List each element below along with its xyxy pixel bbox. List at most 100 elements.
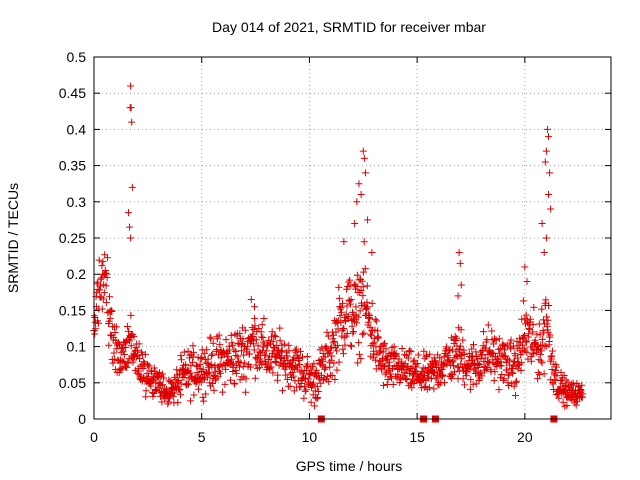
data-point [495,386,503,394]
data-point [266,364,274,372]
data-point [431,368,439,376]
data-point [370,350,378,358]
data-point [425,384,433,392]
data-point [469,356,477,364]
data-point [97,275,105,283]
data-point [519,297,527,305]
data-point [240,351,248,359]
data-point [340,334,348,342]
data-point [488,349,496,357]
data-point [333,366,341,374]
data-point [406,347,414,355]
data-point [350,327,358,335]
data-point [327,344,335,352]
data-point [439,372,447,380]
data-point [455,248,463,256]
data-point [458,355,466,363]
data-point [141,350,149,358]
data-point [335,294,343,302]
data-point [322,364,330,372]
y-tick-label: 0.1 [67,339,87,355]
data-point [343,330,351,338]
data-point [358,330,366,338]
data-point [326,349,334,357]
data-point [538,359,546,367]
data-point [557,368,565,376]
data-point [547,205,555,213]
data-point [366,323,374,331]
data-point [449,371,457,379]
data-point [249,330,257,338]
data-point [346,276,354,284]
data-point [200,397,208,405]
data-point [186,369,194,377]
data-point [460,350,468,358]
data-point [127,82,135,90]
data-point [527,357,535,365]
data-point [282,363,290,371]
data-point [521,263,529,271]
data-point [276,337,284,345]
data-point [542,147,550,155]
data-point [398,344,406,352]
data-point [498,371,506,379]
data-point [208,351,216,359]
data-point [523,277,531,285]
data-point [111,328,119,336]
data-point [340,350,348,358]
data-point [206,333,214,341]
data-point [127,311,135,319]
data-point [252,336,260,344]
data-point [128,183,136,191]
data-point [353,283,361,291]
data-point [236,330,244,338]
data-point [514,354,522,362]
data-point [118,364,126,372]
data-point [361,169,369,177]
data-point [192,379,200,387]
data-point [248,334,256,342]
data-point [295,354,303,362]
data-point [560,387,568,395]
data-point [103,274,111,282]
data-point [526,315,534,323]
data-point [489,340,497,348]
data-point [111,355,119,363]
data-point [313,395,321,403]
data-point [190,348,198,356]
data-point [238,347,246,355]
data-point [449,362,457,370]
data-point [173,366,181,374]
data-point [147,382,155,390]
data-point [110,349,118,357]
data-point [475,360,483,368]
data-point [339,299,347,307]
data-point [215,331,223,339]
data-point [258,333,266,341]
data-point [407,348,415,356]
data-point [477,369,485,377]
data-point [339,345,347,353]
data-point [537,357,545,365]
data-point [250,340,258,348]
data-point [363,282,371,290]
data-point [234,353,242,361]
data-point [456,342,464,350]
data-point [578,381,586,389]
data-point [140,358,148,366]
data-point [390,343,398,351]
data-point [337,308,345,316]
data-point [251,374,259,382]
chart-title: Day 014 of 2021, SRMTID for receiver mba… [212,19,486,35]
data-point [536,350,544,358]
data-point [364,303,372,311]
data-point [517,359,525,367]
data-point [548,352,556,360]
data-point [303,352,311,360]
data-point [196,360,204,368]
data-point [435,381,443,389]
data-point [364,216,372,224]
data-point [538,220,546,228]
data-point [177,352,185,360]
data-point [323,372,331,380]
